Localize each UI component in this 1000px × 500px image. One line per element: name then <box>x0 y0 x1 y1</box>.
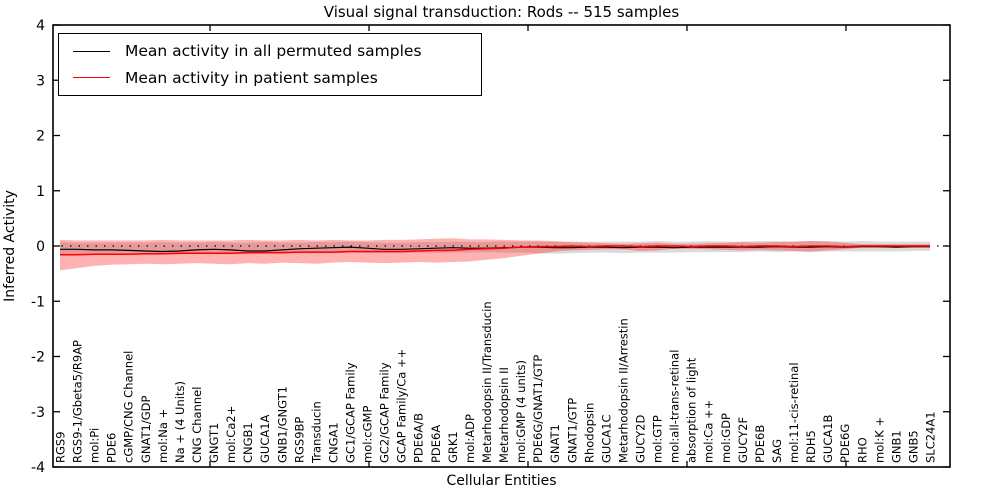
x-category-label: CNG Channel <box>190 387 204 463</box>
x-category-label: mol:Pi <box>88 428 102 463</box>
y-tick-label: 1 <box>36 184 45 200</box>
legend-item-patient: Mean activity in patient samples <box>59 69 481 87</box>
x-category-label: SLC24A1 <box>924 411 938 463</box>
x-category-label: mol:ADP <box>463 414 477 463</box>
x-category-label: GNAT1/GTP <box>565 398 579 463</box>
x-category-label: mol:GMP (4 units) <box>514 360 528 463</box>
x-category-label: RDH5 <box>804 430 818 463</box>
x-category-label: GNGT1 <box>207 423 221 463</box>
x-category-label: PDE6G/GNAT1/GTP <box>531 355 545 463</box>
x-category-label: RGS9-1/Gbeta5/R9AP <box>71 340 85 463</box>
x-category-label: RGS9 <box>54 431 68 463</box>
y-tick-label: 4 <box>36 18 45 34</box>
x-category-label: RHO <box>855 437 869 463</box>
x-category-label: GNB1/GNGT1 <box>275 386 289 463</box>
x-category-label: Metarhodopsin II/Arrestin <box>616 318 630 463</box>
x-category-label: GCAP Family/Ca ++ <box>395 349 409 463</box>
x-category-label: Transducin <box>309 401 323 464</box>
x-category-label: GNAT1/GDP <box>139 396 153 463</box>
x-category-label: GC2/GCAP Family <box>378 362 392 463</box>
patient-line-swatch <box>73 77 110 79</box>
legend-label: Mean activity in all permuted samples <box>125 42 422 61</box>
x-category-label: mol:all-trans-retinal <box>668 350 682 463</box>
x-category-label: PDE6G <box>838 424 852 463</box>
x-category-label: mol:Ca ++ <box>702 400 716 463</box>
x-category-label: PDE6B <box>753 425 767 463</box>
y-tick-label: -2 <box>31 350 45 366</box>
x-category-label: mol:Ca2+ <box>224 406 238 463</box>
mean-line-patient <box>60 245 930 256</box>
x-category-label: GC1/GCAP Family <box>344 362 358 463</box>
x-category-label: GUCA1C <box>599 414 613 463</box>
x-category-label: GRK1 <box>446 431 460 463</box>
x-category-label: mol:11-cis-retinal <box>787 362 801 463</box>
x-category-label: cGMP/CNG Channel <box>122 351 136 463</box>
chart-title: Visual signal transduction: Rods -- 515 … <box>323 3 680 21</box>
legend: Mean activity in all permuted samples Me… <box>58 33 482 96</box>
x-category-label: mol:GTP <box>651 415 665 463</box>
x-category-label: GNB5 <box>906 430 920 463</box>
x-category-label: mol:Na + <box>156 409 170 463</box>
x-category-label: SAG <box>770 439 784 463</box>
x-category-label: Metarhodopsin II/Transducin <box>480 301 494 463</box>
band-patient-samples-range <box>60 238 930 271</box>
y-tick-label: -3 <box>31 405 45 421</box>
x-category-label: GNB1 <box>889 430 903 463</box>
x-category-label: GUCY2F <box>736 417 750 463</box>
x-category-label: mol:GDP <box>719 413 733 463</box>
y-tick-label: -4 <box>31 460 45 476</box>
y-tick-label: -1 <box>31 294 45 310</box>
x-category-label: Rhodopsin <box>582 403 596 463</box>
x-axis-label: Cellular Entities <box>446 473 557 489</box>
legend-label: Mean activity in patient samples <box>125 68 378 87</box>
x-category-label: RGS9BP <box>292 417 306 463</box>
x-category-label: absorption of light <box>685 357 699 463</box>
x-category-label: PDE6A <box>429 425 443 463</box>
x-category-label: Metarhodopsin II <box>497 367 511 463</box>
x-category-label: CNGA1 <box>326 422 340 463</box>
x-category-label: PDE6A/B <box>412 413 426 463</box>
permuted-line-swatch <box>73 50 110 52</box>
legend-item-permuted: Mean activity in all permuted samples <box>59 42 481 60</box>
x-category-label: CNGB1 <box>241 422 255 463</box>
y-tick-label: 3 <box>36 73 45 89</box>
x-category-label: GUCA1A <box>258 414 272 463</box>
x-category-label: mol:K + <box>872 417 886 463</box>
x-category-label: Na + (4 Units) <box>173 381 187 463</box>
x-category-label: GUCA1B <box>821 414 835 463</box>
x-category-label: mol:cGMP <box>361 406 375 463</box>
x-category-label: GUCY2D <box>634 415 648 463</box>
y-tick-label: 2 <box>36 129 45 145</box>
y-tick-label: 0 <box>36 239 45 255</box>
x-category-label: PDE6 <box>105 433 119 463</box>
x-category-label: GNAT1 <box>548 424 562 463</box>
